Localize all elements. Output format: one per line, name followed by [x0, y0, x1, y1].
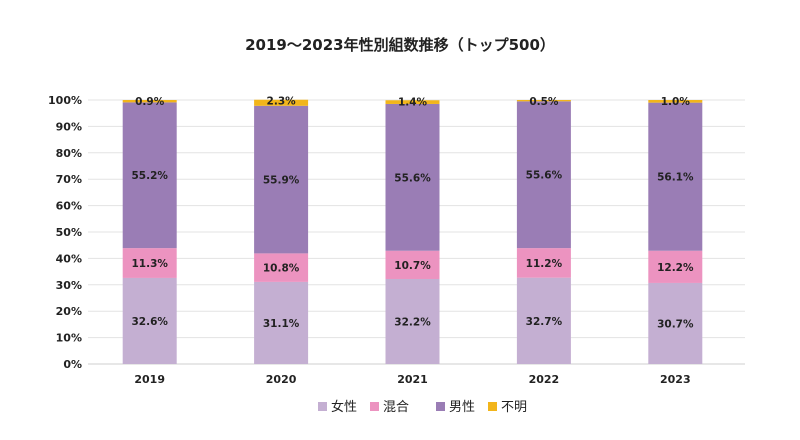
legend-item: 混合	[370, 400, 409, 415]
bar-segment-混合	[254, 253, 309, 282]
x-tick-label: 2021	[397, 373, 428, 386]
data-label: 0.9%	[135, 96, 165, 108]
bar-segment-女性	[122, 277, 177, 364]
bar-segment-男性	[122, 102, 177, 249]
y-tick-label: 40%	[56, 252, 82, 265]
legend-label: 不明	[501, 400, 527, 415]
x-tick-label: 2023	[660, 373, 691, 386]
legend-swatch	[318, 402, 327, 411]
data-label: 32.2%	[394, 316, 431, 328]
data-label: 55.6%	[526, 170, 563, 182]
legend-swatch	[488, 402, 497, 411]
data-label: 1.4%	[398, 96, 428, 108]
data-label: 11.2%	[526, 258, 563, 270]
y-tick-label: 20%	[56, 305, 82, 318]
bar-segment-混合	[385, 250, 440, 279]
data-label: 10.8%	[263, 263, 300, 275]
y-tick-label: 50%	[56, 226, 82, 239]
data-label: 31.1%	[263, 318, 300, 330]
legend-label: 混合	[383, 400, 409, 415]
bar-segment-女性	[254, 281, 309, 364]
y-tick-label: 90%	[56, 120, 82, 133]
bar-segment-男性	[516, 101, 571, 249]
x-tick-label: 2020	[266, 373, 297, 386]
x-tick-label: 2019	[134, 373, 165, 386]
data-label: 12.2%	[657, 262, 694, 274]
data-label: 2.3%	[267, 96, 297, 108]
bar-segment-男性	[648, 102, 703, 251]
y-tick-label: 100%	[48, 94, 82, 107]
data-label: 55.2%	[131, 170, 168, 182]
bar-segment-不明	[385, 100, 440, 104]
bar-segment-混合	[122, 248, 177, 278]
data-label: 55.9%	[263, 175, 300, 187]
legend-swatch	[436, 402, 445, 411]
y-tick-label: 70%	[56, 173, 82, 186]
y-tick-label: 10%	[56, 332, 82, 345]
chart-title: 2019～2023年性別組数推移（トップ500）	[245, 36, 555, 54]
y-tick-label: 30%	[56, 279, 82, 292]
bar-segment-混合	[516, 248, 571, 278]
legend-item: 女性	[318, 399, 357, 415]
data-label: 30.7%	[657, 318, 694, 330]
bar-segment-不明	[516, 100, 571, 102]
data-label: 11.3%	[131, 258, 168, 270]
data-label: 32.7%	[526, 316, 563, 328]
bar-segment-男性	[385, 103, 440, 251]
data-label: 10.7%	[394, 260, 431, 272]
y-tick-label: 0%	[63, 358, 82, 371]
legend-item: 男性	[436, 400, 475, 415]
bar-segment-男性	[254, 105, 309, 254]
legend-item: 不明	[488, 400, 527, 415]
bar-segment-女性	[516, 277, 571, 364]
bar-segment-混合	[648, 250, 703, 283]
bar-segment-不明	[254, 99, 309, 106]
bar-segment-女性	[648, 282, 703, 364]
y-tick-label: 80%	[56, 147, 82, 160]
bar-segment-不明	[648, 100, 703, 103]
bar-segment-不明	[122, 100, 177, 103]
y-tick-label: 60%	[56, 200, 82, 213]
data-label: 32.6%	[131, 316, 168, 328]
legend-swatch	[370, 402, 379, 411]
data-label: 0.5%	[529, 96, 559, 108]
bar-segment-女性	[385, 278, 440, 364]
data-label: 56.1%	[657, 172, 694, 184]
data-label: 1.0%	[661, 96, 691, 108]
legend-label: 女性	[331, 399, 357, 415]
x-tick-label: 2022	[529, 373, 560, 386]
data-label: 55.6%	[394, 172, 431, 184]
legend-label: 男性	[449, 400, 475, 415]
